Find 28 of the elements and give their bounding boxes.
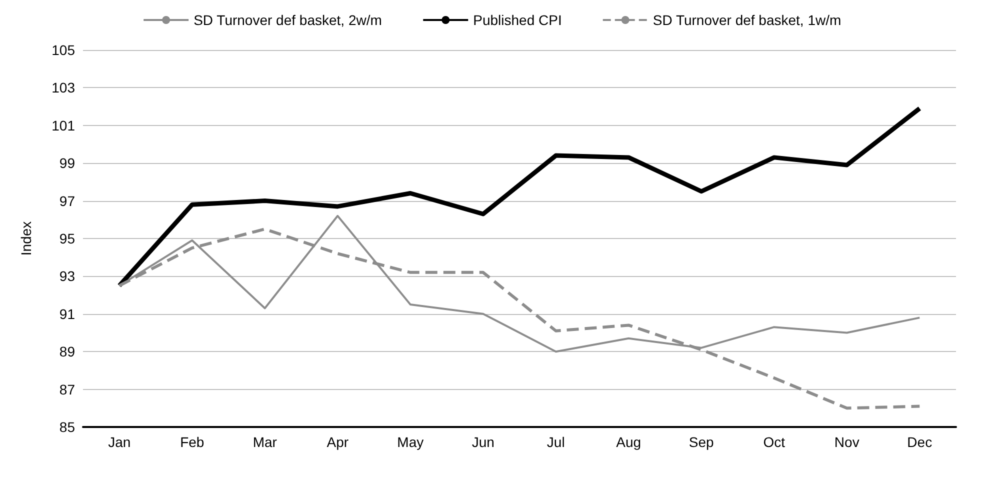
x-tick-label: Mar — [252, 434, 278, 450]
y-tick-label: 87 — [59, 381, 76, 398]
x-tick-label: Jul — [546, 434, 565, 450]
legend-label: SD Turnover def basket, 2w/m — [194, 12, 382, 28]
y-tick-label: 95 — [59, 230, 76, 246]
x-tick-label: Feb — [180, 434, 204, 450]
x-tick-label: Sep — [688, 434, 714, 450]
x-tick-label: Jun — [472, 434, 494, 450]
x-tick-label: Jan — [108, 434, 131, 450]
y-tick-label: 93 — [59, 268, 76, 284]
y-tick-label: 99 — [59, 155, 76, 172]
x-tick-label: Oct — [763, 434, 786, 450]
y-axis-title: Index — [18, 221, 34, 256]
y-tick-label: 97 — [59, 192, 76, 209]
x-tick-label: Aug — [616, 434, 642, 450]
x-tick-label: Dec — [907, 434, 932, 450]
x-tick-label: May — [397, 434, 424, 450]
x-tick-label: Apr — [326, 434, 349, 450]
y-tick-label: 89 — [59, 344, 76, 360]
y-tick-label: 91 — [59, 306, 76, 322]
y-tick-label: 105 — [52, 42, 76, 58]
y-tick-label: 103 — [52, 80, 76, 96]
legend-label: Published CPI — [473, 12, 562, 28]
line-series — [117, 106, 922, 288]
x-tick-label: Nov — [834, 434, 860, 450]
legend-label: SD Turnover def basket, 1w/m — [652, 12, 842, 28]
y-tick-label: 101 — [52, 117, 76, 134]
y-tick-label: 85 — [59, 419, 76, 435]
